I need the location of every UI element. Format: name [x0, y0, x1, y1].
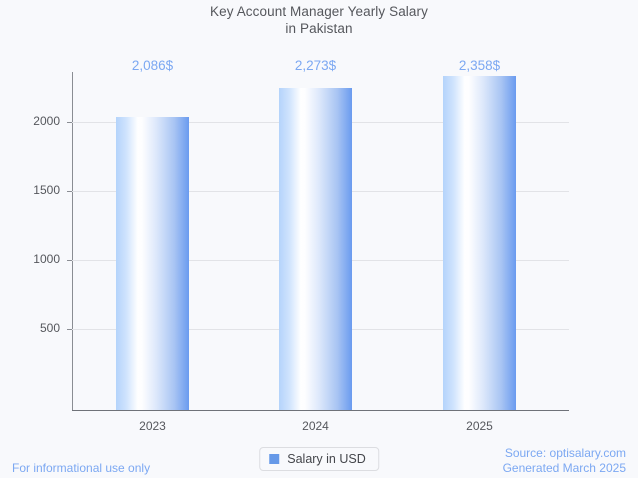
footer-informational-note: For informational use only	[12, 461, 151, 475]
x-tick-label-2024: 2024	[302, 419, 329, 433]
bar-2024[interactable]	[279, 88, 352, 410]
bar-value-label-2023: 2,086$	[131, 58, 174, 73]
tick-mark-1000	[67, 260, 72, 261]
legend-label-salary-in-usd: Salary in USD	[287, 452, 366, 466]
tick-mark-2000	[67, 122, 72, 123]
bar-value-label-2025: 2,358$	[458, 58, 501, 73]
footer-source: Source: optisalary.com	[504, 446, 626, 460]
tick-mark-500	[67, 329, 72, 330]
y-tick-label-1000: 1000	[33, 252, 60, 266]
x-tick-label-2023: 2023	[139, 419, 166, 433]
x-tick-label-2025: 2025	[466, 419, 493, 433]
chart-legend[interactable]: Salary in USD	[259, 447, 379, 471]
bar-2025[interactable]	[443, 76, 516, 410]
y-tick-label-500: 500	[39, 321, 60, 335]
legend-swatch-salary-in-usd	[269, 454, 280, 464]
chart-title-line-1: Key Account Manager Yearly Salary	[210, 4, 428, 19]
plot-area: 2000 1500 1000 500 2,086$ 2,273$ 2,358$ …	[33, 58, 569, 433]
footer-source-block: Source: optisalary.com Generated March 2…	[503, 446, 626, 476]
tick-mark-1500	[67, 191, 72, 192]
y-tick-label-2000: 2000	[33, 114, 60, 128]
chart-title: Key Account Manager Yearly Salary in Pak…	[0, 4, 638, 37]
y-tick-label-1500: 1500	[33, 183, 60, 197]
bar-value-label-2024: 2,273$	[294, 58, 337, 73]
bar-2023[interactable]	[116, 117, 189, 410]
footer-generated-date: Generated March 2025	[502, 461, 626, 475]
chart-title-line-2: in Pakistan	[285, 20, 353, 36]
x-axis-line	[72, 410, 569, 411]
y-axis-line	[72, 72, 73, 411]
